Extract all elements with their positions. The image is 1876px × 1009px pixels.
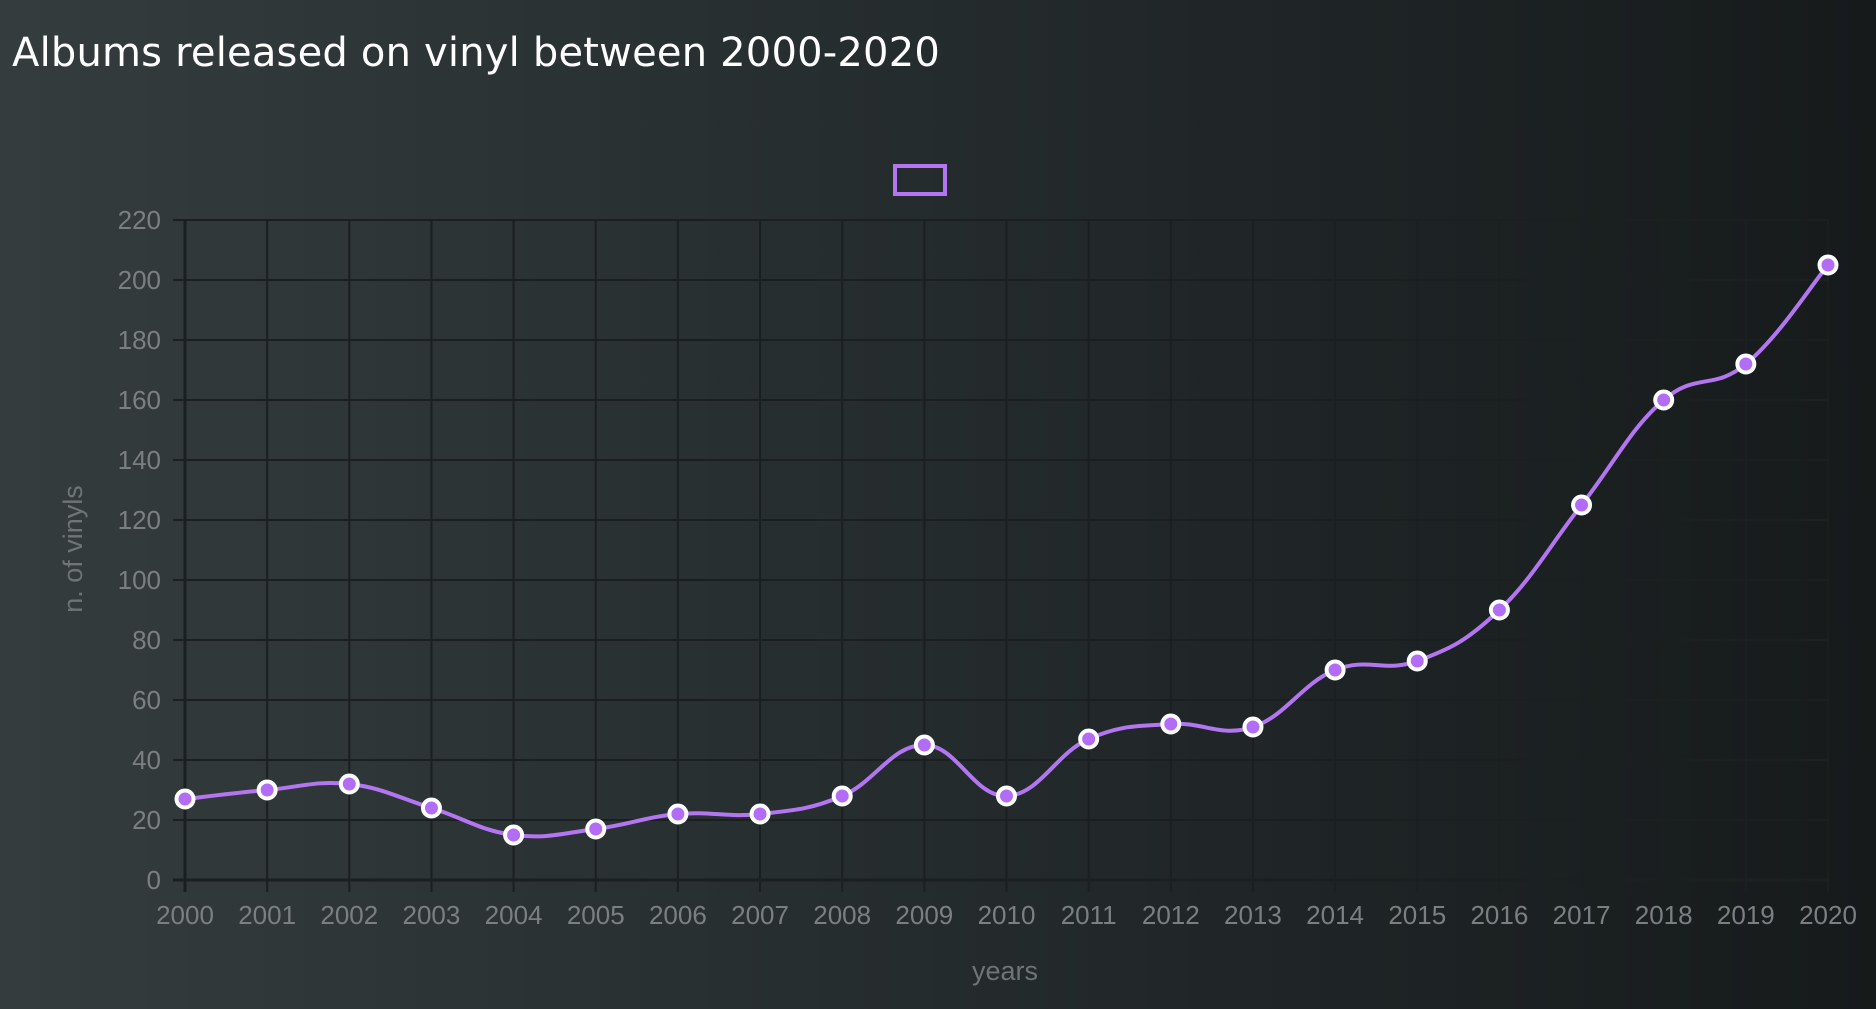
x-axis-ticks: 2000 2001 2002 2003 2004 2005 2006 2007 2008 2009… — [156, 900, 1857, 930]
data-point-2015[interactable] — [1406, 650, 1428, 672]
data-point-2000[interactable] — [174, 788, 196, 810]
data-point-2007[interactable] — [749, 803, 771, 825]
x-tick-label: 2002 — [320, 900, 378, 930]
data-point-2020[interactable] — [1817, 254, 1839, 276]
x-tick-label: 2018 — [1635, 900, 1693, 930]
data-points — [174, 254, 1839, 846]
y-tick-label: 0 — [147, 865, 161, 895]
data-point-2011[interactable] — [1078, 728, 1100, 750]
x-tick-label: 2011 — [1061, 900, 1117, 930]
x-tick-label: 2009 — [895, 900, 953, 930]
data-point-2017[interactable] — [1571, 494, 1593, 516]
x-axis-label: years — [972, 956, 1038, 986]
x-tick-label: 2017 — [1553, 900, 1611, 930]
x-tick-label: 2014 — [1306, 900, 1364, 930]
x-tick-label: 2012 — [1142, 900, 1200, 930]
grid-lines — [173, 219, 1829, 892]
x-tick-label: 2013 — [1224, 900, 1282, 930]
data-point-2002[interactable] — [338, 773, 360, 795]
data-point-2006[interactable] — [667, 803, 689, 825]
x-tick-label: 2001 — [238, 900, 296, 930]
chart-title: Albums released on vinyl between 2000-20… — [12, 30, 940, 76]
legend-swatch[interactable] — [893, 164, 947, 196]
x-tick-label: 2000 — [156, 900, 214, 930]
x-tick-label: 2004 — [485, 900, 543, 930]
x-tick-label: 2007 — [731, 900, 789, 930]
x-tick-label: 2016 — [1470, 900, 1528, 930]
y-tick-label: 200 — [118, 265, 161, 295]
x-tick-label: 2020 — [1799, 900, 1857, 930]
y-tick-label: 120 — [118, 505, 161, 535]
data-point-2019[interactable] — [1735, 353, 1757, 375]
data-point-2018[interactable] — [1653, 389, 1675, 411]
data-point-2013[interactable] — [1242, 716, 1264, 738]
x-tick-label: 2015 — [1388, 900, 1446, 930]
y-tick-label: 40 — [132, 745, 161, 775]
data-point-2003[interactable] — [420, 797, 442, 819]
y-tick-label: 80 — [132, 625, 161, 655]
x-tick-label: 2008 — [813, 900, 871, 930]
x-tick-label: 2003 — [403, 900, 461, 930]
data-point-2001[interactable] — [256, 779, 278, 801]
y-axis-label: n. of vinyls — [58, 485, 88, 613]
data-point-2008[interactable] — [831, 785, 853, 807]
data-point-2016[interactable] — [1488, 599, 1510, 621]
y-tick-label: 100 — [118, 565, 161, 595]
data-point-2014[interactable] — [1324, 659, 1346, 681]
y-tick-label: 160 — [118, 385, 161, 415]
x-tick-label: 2006 — [649, 900, 707, 930]
data-point-2004[interactable] — [503, 824, 525, 846]
x-tick-label: 2010 — [978, 900, 1036, 930]
x-tick-label: 2019 — [1717, 900, 1775, 930]
x-tick-label: 2005 — [567, 900, 625, 930]
y-tick-label: 180 — [118, 325, 161, 355]
y-tick-label: 60 — [132, 685, 161, 715]
data-point-2012[interactable] — [1160, 713, 1182, 735]
data-point-2009[interactable] — [913, 734, 935, 756]
y-tick-label: 220 — [118, 205, 161, 235]
data-point-2005[interactable] — [585, 818, 607, 840]
y-axis-ticks: 0 20 40 60 80 100 120 140 160 180 200 220 — [118, 205, 161, 895]
y-tick-label: 140 — [118, 445, 161, 475]
data-point-2010[interactable] — [996, 785, 1017, 807]
y-tick-label: 20 — [132, 805, 161, 835]
